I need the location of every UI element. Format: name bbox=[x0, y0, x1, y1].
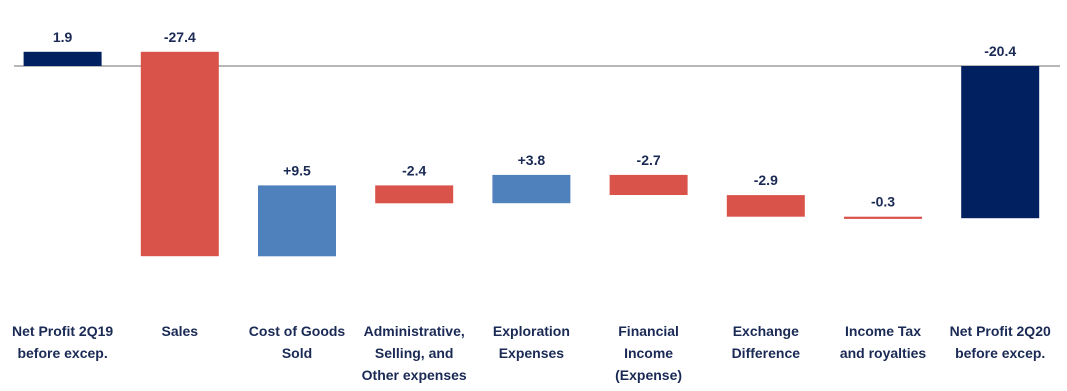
category-label-line: before excep. bbox=[17, 345, 107, 361]
category-label-9: Net Profit 2Q20 before excep. bbox=[950, 323, 1051, 361]
category-label-line: Exploration bbox=[493, 323, 570, 339]
category-label-line: Income Tax bbox=[845, 323, 921, 339]
data-label-4: -2.4 bbox=[402, 162, 426, 178]
bar-6 bbox=[609, 174, 688, 195]
category-label-line: Administrative, bbox=[364, 323, 465, 339]
bar-5 bbox=[492, 174, 571, 204]
category-label-3: Cost of Goods Sold bbox=[249, 323, 346, 361]
category-label-line: Income bbox=[624, 345, 673, 361]
category-label-line: Sales bbox=[162, 323, 199, 339]
bar-7 bbox=[726, 195, 805, 217]
category-label-line: Selling, and bbox=[375, 345, 454, 361]
category-label-line: Difference bbox=[732, 345, 801, 361]
data-label-3: +9.5 bbox=[283, 162, 311, 178]
data-label-8: -0.3 bbox=[871, 194, 895, 210]
category-label-line: (Expense) bbox=[615, 367, 682, 383]
data-label-2: -27.4 bbox=[164, 29, 196, 45]
category-label-1: Net Profit 2Q19 before excep. bbox=[12, 323, 113, 361]
bar-9 bbox=[961, 66, 1040, 219]
category-label-8: Income Tax and royalties bbox=[840, 323, 927, 361]
category-label-line: Exchange bbox=[733, 323, 799, 339]
bar-2 bbox=[140, 51, 219, 257]
category-label-line: Other expenses bbox=[362, 367, 467, 383]
data-label-6: -2.7 bbox=[637, 152, 661, 168]
data-label-7: -2.9 bbox=[754, 172, 778, 188]
category-label-7: Exchange Difference bbox=[732, 323, 801, 361]
data-label-1: 1.9 bbox=[53, 29, 73, 45]
bar-3 bbox=[258, 185, 336, 257]
category-label-line: Expenses bbox=[499, 345, 565, 361]
category-label-6: Financial Income (Expense) bbox=[615, 323, 682, 383]
category-label-line: Net Profit 2Q19 bbox=[12, 323, 113, 339]
category-label-line: Cost of Goods bbox=[249, 323, 346, 339]
category-label-5: Exploration Expenses bbox=[493, 323, 570, 361]
bar-1 bbox=[23, 51, 102, 66]
data-label-5: +3.8 bbox=[518, 152, 546, 168]
category-label-line: before excep. bbox=[955, 345, 1045, 361]
category-label-line: Net Profit 2Q20 bbox=[950, 323, 1051, 339]
category-label-line: Sold bbox=[282, 345, 312, 361]
category-label-4: Administrative, Selling, and Other expense… bbox=[362, 323, 467, 383]
category-label-2: Sales bbox=[162, 323, 199, 339]
data-label-9: -20.4 bbox=[984, 43, 1016, 59]
bar-4 bbox=[375, 185, 454, 204]
bar-8 bbox=[844, 216, 922, 219]
category-label-line: Financial bbox=[618, 323, 679, 339]
category-label-line: and royalties bbox=[840, 345, 927, 361]
